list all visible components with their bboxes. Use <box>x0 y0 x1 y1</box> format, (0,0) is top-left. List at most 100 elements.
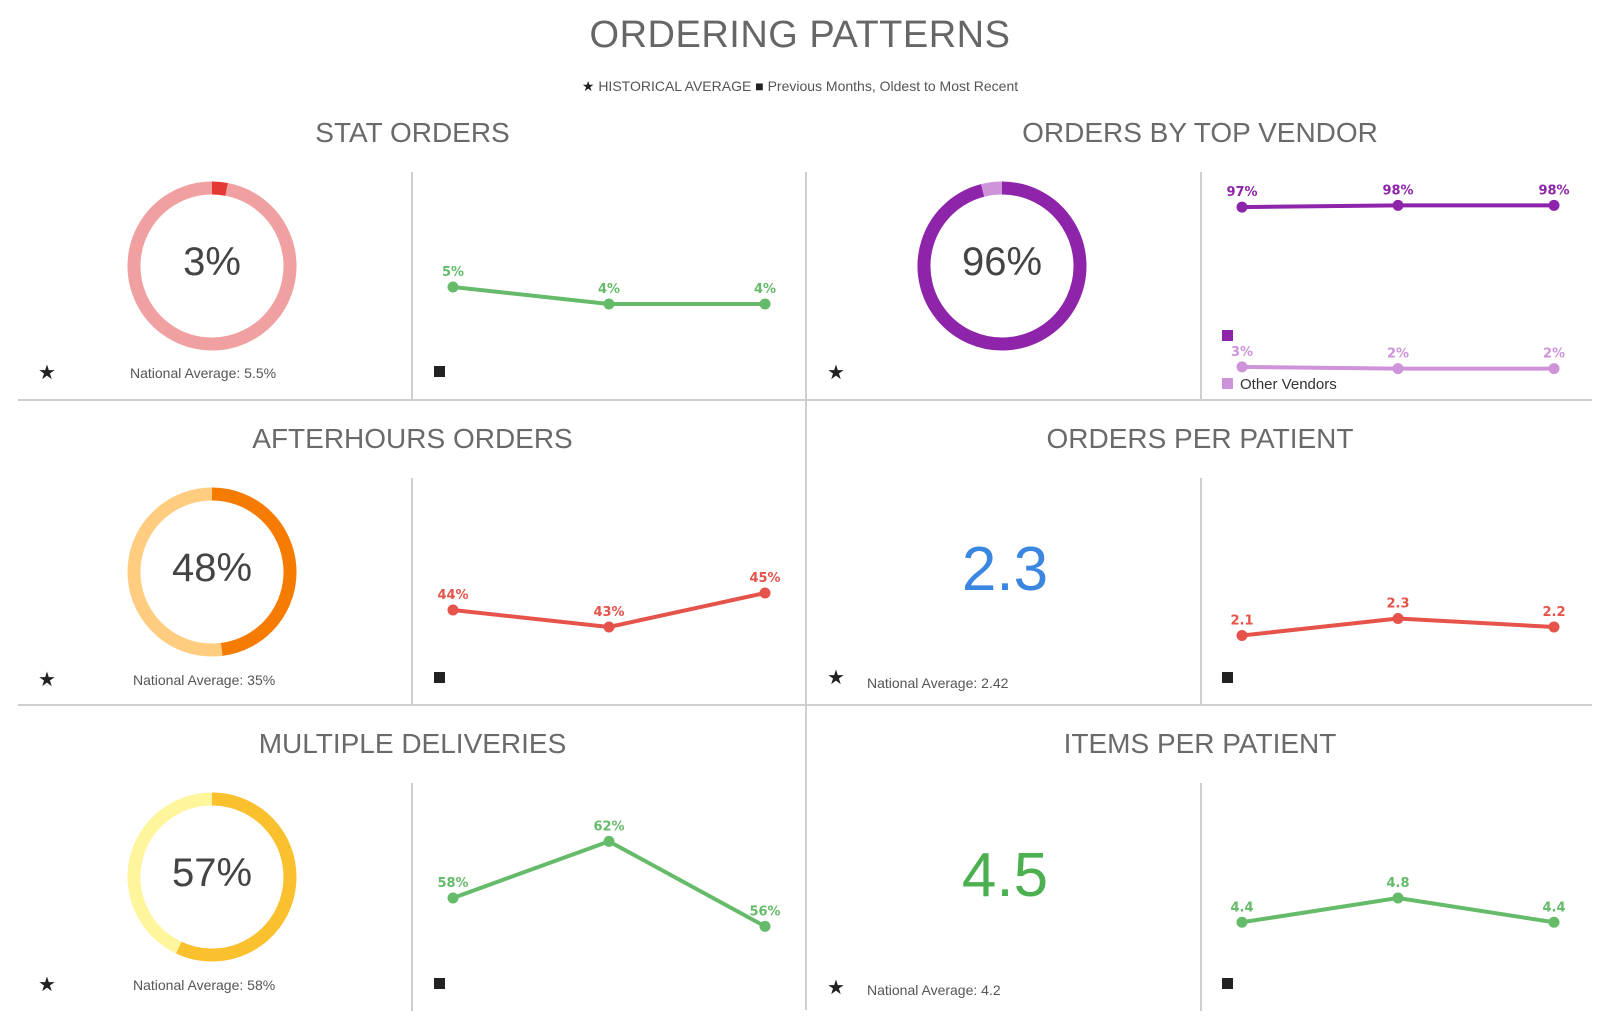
data-label: 97% <box>1226 185 1257 200</box>
data-point <box>1236 916 1248 928</box>
data-point <box>759 298 771 310</box>
star-icon: ★ <box>827 977 845 999</box>
data-point <box>1392 199 1404 211</box>
items-per-patient-value: 4.5 <box>961 841 1049 910</box>
divider-left <box>411 478 413 706</box>
data-label: 43% <box>593 605 624 620</box>
series-line <box>452 839 766 929</box>
data-label: 3% <box>1231 345 1253 360</box>
data-label: 58% <box>437 876 468 891</box>
afterhours-remainder <box>127 487 223 657</box>
stat-orders-slice <box>211 181 228 196</box>
star-icon: ★ <box>827 362 845 384</box>
stat-national-average: National Average: 5.5% <box>130 365 277 381</box>
data-label: 98% <box>1538 183 1569 198</box>
data-point <box>1548 363 1560 375</box>
other-vendors-legend-swatch <box>1222 378 1233 389</box>
multiple-deliveries-trend-chart: 58% 62% 56% <box>437 819 781 932</box>
star-icon: ★ <box>827 667 845 689</box>
data-point <box>447 281 459 293</box>
multiple-deliveries-donut <box>127 792 297 962</box>
section-title-stat-orders: STAT ORDERS <box>315 117 510 148</box>
data-label: 4.4 <box>1230 900 1253 915</box>
data-point <box>1236 630 1248 641</box>
data-label: 62% <box>593 819 624 834</box>
data-point <box>1548 621 1560 633</box>
data-point <box>1392 892 1404 904</box>
afterhours-national-average: National Average: 35% <box>133 672 276 688</box>
square-icon <box>434 366 445 377</box>
square-icon <box>434 672 445 683</box>
data-point <box>603 298 615 310</box>
legend: ★ HISTORICAL AVERAGE ■ Previous Months, … <box>0 78 1600 95</box>
section-title-multiple-deliveries: MULTIPLE DELIVERIES <box>258 728 567 759</box>
section-title-items-per-patient: ITEMS PER PATIENT <box>1063 728 1337 759</box>
data-label: 4% <box>754 282 776 297</box>
data-label: 5% <box>442 265 464 280</box>
data-label: 4% <box>598 282 620 297</box>
square-icon <box>1222 978 1233 989</box>
afterhours-value: 48% <box>171 546 253 590</box>
multiple-deliveries-remainder <box>127 792 213 954</box>
data-label: 44% <box>437 588 468 603</box>
top-vendor-donut <box>917 181 1087 351</box>
data-label: 56% <box>749 904 780 919</box>
row-divider <box>18 704 1592 706</box>
legend-previous-label: Previous Months, Oldest to Most Recent <box>767 78 1019 94</box>
items-per-patient-trend-chart: 4.4 4.8 4.4 <box>1230 876 1566 928</box>
square-icon: ■ <box>755 78 764 94</box>
multiple-deliveries-slice <box>176 792 297 962</box>
top-vendor-legend-swatch <box>1222 330 1233 341</box>
data-point <box>1548 916 1560 928</box>
opp-national-average: National Average: 2.42 <box>867 675 1009 691</box>
dashboard-title: ORDERING PATTERNS <box>589 14 1011 56</box>
afterhours-trend-chart: 44% 43% 45% <box>437 571 781 633</box>
data-point <box>1392 363 1404 375</box>
afterhours-slice <box>211 487 297 656</box>
stat-orders-value: 3% <box>183 240 241 284</box>
other-vendors-slice <box>980 181 1003 197</box>
orders-per-patient-trend-chart: 2.1 2.3 2.2 <box>1230 597 1566 641</box>
star-icon: ★ <box>38 669 56 691</box>
top-vendor-value: 96% <box>961 240 1043 284</box>
stat-orders-donut <box>127 181 297 351</box>
data-point <box>759 587 771 599</box>
divider-right <box>1200 783 1202 1011</box>
data-point <box>1392 613 1404 624</box>
data-label: 2.1 <box>1230 614 1253 629</box>
ipp-national-average: National Average: 4.2 <box>867 982 1001 998</box>
data-label: 2.3 <box>1386 597 1409 612</box>
divider-center <box>805 172 807 1010</box>
star-icon: ★ <box>38 362 56 384</box>
data-point <box>759 920 771 932</box>
divider-right <box>1200 478 1202 706</box>
data-point <box>603 835 615 847</box>
divider-right <box>1200 172 1202 400</box>
star-icon: ★ <box>581 78 595 94</box>
section-title-orders-by-top-vendor: ORDERS BY TOP VENDOR <box>1022 117 1378 148</box>
multi-national-average: National Average: 58% <box>133 977 276 993</box>
section-title-orders-per-patient: ORDERS PER PATIENT <box>1046 423 1354 454</box>
row-divider <box>18 399 1592 401</box>
data-label: 98% <box>1382 183 1413 198</box>
star-icon: ★ <box>38 974 56 996</box>
data-label: 4.4 <box>1542 900 1565 915</box>
data-label: 45% <box>749 571 780 586</box>
top-vendor-slice <box>917 181 1087 351</box>
data-label: 4.8 <box>1386 876 1409 891</box>
square-icon <box>1222 672 1233 683</box>
data-label: 2.2 <box>1542 605 1565 620</box>
data-point <box>1236 201 1248 213</box>
afterhours-donut <box>127 487 297 657</box>
orders-per-patient-value: 2.3 <box>961 535 1049 604</box>
data-point <box>447 604 459 616</box>
data-label: 2% <box>1543 347 1565 362</box>
stat-orders-trend-chart: 5% 4% 4% <box>442 265 776 310</box>
data-point <box>1548 199 1560 211</box>
section-title-afterhours-orders: AFTERHOURS ORDERS <box>252 423 573 454</box>
square-icon <box>434 978 445 989</box>
data-point <box>1236 361 1248 373</box>
divider-left <box>411 172 413 400</box>
multiple-deliveries-value: 57% <box>171 851 253 895</box>
divider-left <box>411 783 413 1011</box>
